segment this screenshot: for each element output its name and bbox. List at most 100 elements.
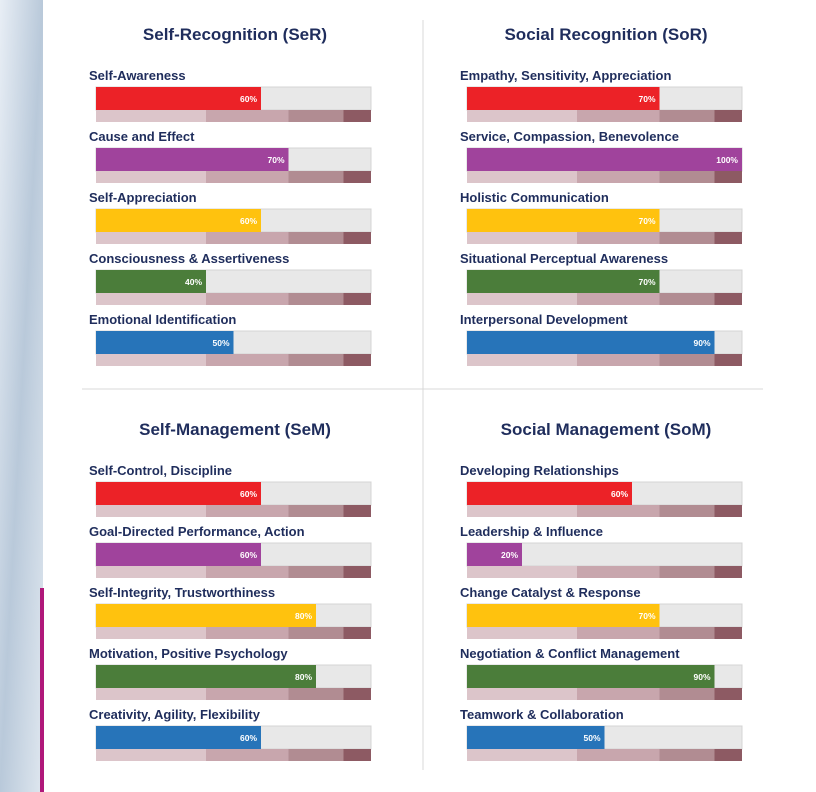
value-label: 60% [240, 489, 257, 499]
band [714, 688, 742, 700]
row-label: Creativity, Agility, Flexibility [89, 707, 261, 722]
row-label: Motivation, Positive Psychology [89, 646, 288, 661]
bar [96, 665, 316, 688]
band [288, 627, 344, 639]
bar [96, 209, 261, 232]
row-label: Leadership & Influence [460, 524, 603, 539]
band [467, 566, 577, 578]
band [659, 171, 715, 183]
band [659, 232, 715, 244]
bar [467, 482, 632, 505]
row-label: Service, Compassion, Benevolence [460, 129, 679, 144]
bar [467, 209, 660, 232]
band [343, 627, 371, 639]
band [343, 566, 371, 578]
bar [96, 604, 316, 627]
band [467, 232, 577, 244]
row-label: Consciousness & Assertiveness [89, 251, 289, 266]
row-label: Self-Awareness [89, 68, 186, 83]
band [577, 688, 660, 700]
band [577, 566, 660, 578]
value-label: 40% [185, 277, 202, 287]
band [467, 293, 577, 305]
row-label: Cause and Effect [89, 129, 195, 144]
band [714, 293, 742, 305]
band [288, 354, 344, 366]
value-label: 100% [716, 155, 738, 165]
band [714, 354, 742, 366]
bar [467, 604, 660, 627]
band [343, 505, 371, 517]
bar [96, 482, 261, 505]
band [343, 110, 371, 122]
band [659, 566, 715, 578]
band [206, 232, 289, 244]
band [96, 627, 206, 639]
band [96, 171, 206, 183]
bar [96, 543, 261, 566]
band [206, 566, 289, 578]
band [714, 566, 742, 578]
band [659, 354, 715, 366]
value-label: 70% [638, 611, 655, 621]
band [714, 627, 742, 639]
band [467, 688, 577, 700]
band [206, 171, 289, 183]
row-label: Interpersonal Development [460, 312, 628, 327]
bar [96, 726, 261, 749]
band [288, 688, 344, 700]
band [288, 505, 344, 517]
band [343, 354, 371, 366]
band [714, 110, 742, 122]
band [714, 171, 742, 183]
value-label: 90% [693, 672, 710, 682]
value-label: 20% [501, 550, 518, 560]
value-label: 60% [240, 550, 257, 560]
row-label: Self-Integrity, Trustworthiness [89, 585, 275, 600]
band [206, 110, 289, 122]
value-label: 60% [240, 94, 257, 104]
value-label: 60% [611, 489, 628, 499]
row-label: Holistic Communication [460, 190, 609, 205]
band [577, 627, 660, 639]
row-label: Self-Control, Discipline [89, 463, 232, 478]
side-image [0, 0, 43, 792]
chart-title: Social Recognition (SoR) [504, 25, 707, 44]
band [659, 505, 715, 517]
value-label: 70% [638, 94, 655, 104]
band [96, 688, 206, 700]
band [467, 627, 577, 639]
band [467, 354, 577, 366]
value-label: 80% [295, 672, 312, 682]
band [343, 688, 371, 700]
band [343, 293, 371, 305]
band [206, 688, 289, 700]
value-label: 70% [267, 155, 284, 165]
band [288, 293, 344, 305]
band [96, 566, 206, 578]
band [577, 171, 660, 183]
row-label: Empathy, Sensitivity, Appreciation [460, 68, 671, 83]
band [206, 505, 289, 517]
band [467, 749, 577, 761]
band [96, 354, 206, 366]
band [343, 171, 371, 183]
band [288, 566, 344, 578]
chart-title: Self-Recognition (SeR) [143, 25, 327, 44]
bar [96, 87, 261, 110]
band [714, 505, 742, 517]
band [288, 232, 344, 244]
band [96, 505, 206, 517]
band [659, 627, 715, 639]
row-label: Emotional Identification [89, 312, 236, 327]
band [96, 232, 206, 244]
value-label: 70% [638, 277, 655, 287]
band [206, 354, 289, 366]
band [577, 110, 660, 122]
band [467, 505, 577, 517]
row-label: Situational Perceptual Awareness [460, 251, 668, 266]
band [206, 627, 289, 639]
row-label: Self-Appreciation [89, 190, 197, 205]
row-label: Goal-Directed Performance, Action [89, 524, 305, 539]
